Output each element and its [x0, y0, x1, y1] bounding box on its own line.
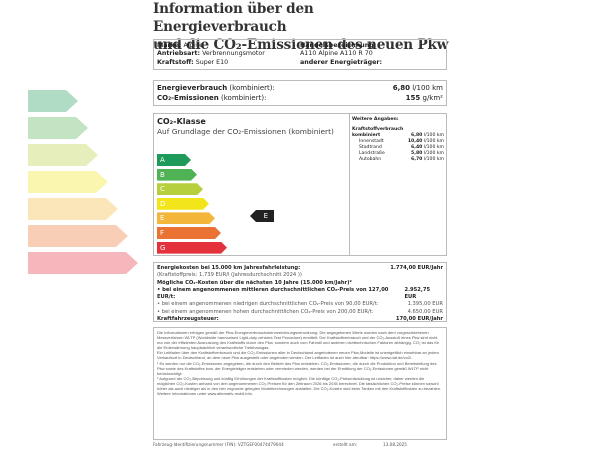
value: 10,40	[407, 139, 423, 144]
label: bei einem angenommenen niedrigen durchsc…	[161, 301, 379, 308]
background-class-bar	[28, 117, 88, 139]
notes-box: Die Informationen erfolgen gemäß der Pkw…	[153, 327, 447, 440]
energy-label-document: Information über den Energieverbrauch un…	[150, 0, 450, 450]
value: 6,40	[411, 145, 423, 150]
fuel-value: Super E10	[195, 58, 229, 66]
label: Autobahn	[359, 157, 382, 162]
consumption-box: Energieverbrauch (kombiniert): 6,80 l/100…	[153, 80, 447, 106]
label: kombiniert	[352, 133, 381, 138]
unit: l/100 km	[423, 145, 444, 150]
unit: l/100 km	[423, 151, 444, 156]
costs-box: Energiekosten bei 15.000 km Jahresfahrle…	[153, 262, 447, 322]
label: Kraftstoffverbrauch	[352, 127, 404, 132]
unit: g/km²	[420, 94, 444, 102]
co2-class-bar-c: C	[157, 183, 203, 195]
unit: l/100 km	[423, 139, 444, 144]
consumption-row: Autobahn 6,70 l/100 km	[352, 157, 444, 163]
label: Energiekosten bei 15.000 km Jahresfahrle…	[157, 265, 301, 271]
note: ² Aufgrund der CO₂-Bepreisung und künfti…	[157, 375, 442, 397]
fuel-price: (Kraftstoffpreis: 1,739 EUR/l (Jahresdur…	[157, 272, 302, 279]
note: Die Informationen erfolgen gemäß der Pkw…	[157, 330, 440, 351]
label: Handelsbezeichnung:	[300, 42, 377, 49]
label: Weitere Angaben:	[352, 117, 399, 122]
value: 6,80	[411, 133, 423, 138]
label: Energieverbrauch	[157, 84, 228, 92]
document-title: Information über den Energieverbrauch un…	[150, 0, 450, 54]
model-value: A110 Alpine A110 R 70	[300, 50, 373, 58]
co2-cost-low: 1.395,00 EUR	[407, 301, 443, 308]
title-line: Information über den Energieverbrauch	[153, 1, 314, 35]
background-class-bar	[28, 252, 138, 274]
consumption-row: kombiniert 6,80 l/100 km	[352, 133, 444, 139]
label: Innenstadt	[359, 139, 384, 144]
label: anderer Energieträger:	[300, 58, 383, 66]
consumption-row: Stadtrand 6,40 l/100 km	[352, 145, 444, 151]
note: ¹ Es werden nur die CO₂-Emissionen angeg…	[157, 360, 437, 376]
label: (kombiniert):	[227, 84, 275, 92]
co2-class-bar-g: G	[157, 242, 227, 254]
co2-scale: CO₂-Klasse Auf Grundlage der CO₂-Emissio…	[154, 114, 350, 255]
background-class-bar	[28, 225, 128, 247]
further-info: Weitere Angaben: Kraftstoffverbrauch kom…	[350, 114, 446, 255]
co2-class-subheading: Auf Grundlage der CO₂-Emissionen (kombin…	[157, 127, 334, 136]
label: Kraftfahrzeugsteuer:	[157, 316, 219, 323]
brand-value: Alpine	[183, 42, 204, 49]
co2-cost-mid: 2.952,75 EUR	[404, 286, 431, 301]
background-class-bar	[28, 144, 98, 166]
vin-value: VZTGEF00474479044	[237, 442, 284, 447]
co2-class-bar-a: A	[157, 154, 191, 166]
co2-class-heading: CO₂-Klasse	[157, 117, 206, 126]
footer: Fahrzeug-Identifizierungsnummer (FIN): V…	[153, 442, 447, 448]
vehicle-info-box: Marke: Alpine Antriebsart: Verbrennungsm…	[153, 39, 447, 70]
co2-class-bar-e: E	[157, 212, 215, 224]
drive-value: Verbrennungsmotor	[202, 50, 265, 58]
unit: l/100 km	[423, 157, 444, 162]
co2-cost-high: 4.650,00 EUR	[407, 308, 443, 315]
tax-value: 170,00 EUR/Jahr	[395, 316, 443, 323]
background-class-bar	[28, 198, 118, 220]
consumption-row: Landstraße 5,80 l/100 km	[352, 151, 444, 157]
label: Landstraße	[359, 151, 385, 156]
co2-class-bar-d: D	[157, 198, 209, 210]
energy-value: 6,80	[392, 84, 410, 92]
unit: l/100 km	[410, 84, 443, 92]
title-line: und die CO₂-Emissionen des neuen Pkw	[153, 37, 449, 53]
background-class-bar	[28, 90, 78, 112]
label: Marke:	[157, 42, 182, 49]
label: Kraftstoff:	[157, 58, 194, 66]
date-value: 13.08.2025	[383, 442, 407, 447]
value: 6,70	[411, 157, 423, 162]
label: Stadtrand	[359, 145, 382, 150]
label: Antriebsart:	[157, 50, 201, 58]
background-class-bar	[28, 171, 108, 193]
label: bei einem angenommenen hohen durchschnit…	[161, 308, 374, 315]
label: (kombiniert):	[218, 94, 267, 102]
energy-cost-value: 1.774,00 EUR/Jahr	[390, 265, 443, 271]
co2-class-bar-f: F	[157, 227, 221, 239]
label: bei einem angenommenen mittleren durchsc…	[157, 286, 389, 301]
label: Fahrzeug-Identifizierungsnummer (FIN):	[153, 442, 237, 447]
consumption-row: Innenstadt 10,40 l/100 km	[352, 139, 444, 145]
label: Mögliche CO₂-Kosten über die nächsten 10…	[157, 279, 352, 286]
label: CO₂-Emissionen	[157, 94, 219, 102]
unit: l/100 km	[423, 133, 444, 138]
label: erstellt am:	[333, 442, 358, 447]
co2-class-box: CO₂-Klasse Auf Grundlage der CO₂-Emissio…	[153, 113, 447, 256]
current-class-marker: E	[250, 210, 274, 222]
value: 5,80	[411, 151, 423, 156]
co2-value: 155	[405, 94, 421, 102]
note: Ein Leitfaden über den Kraftstoffverbrau…	[157, 350, 439, 361]
co2-class-bar-b: B	[157, 169, 197, 181]
